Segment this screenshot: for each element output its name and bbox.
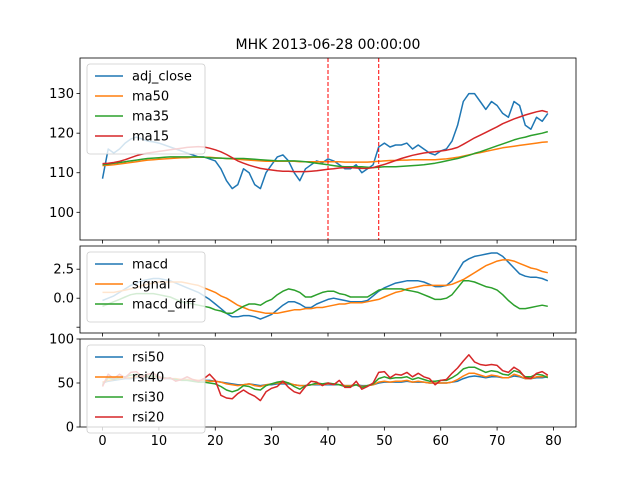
legend-label-rsi30: rsi30 bbox=[132, 391, 164, 406]
y-tick-label: 100 bbox=[49, 206, 74, 221]
legend-label-adj_close: adj_close bbox=[132, 70, 192, 85]
legend-label-rsi40: rsi40 bbox=[132, 371, 164, 386]
x-tick-label: 80 bbox=[545, 434, 562, 449]
legend-box bbox=[86, 63, 206, 155]
legend-label-rsi50: rsi50 bbox=[132, 351, 164, 366]
legend-label-macd_diff: macd_diff bbox=[132, 298, 196, 313]
x-tick-label: 0 bbox=[98, 434, 106, 449]
legend-box bbox=[86, 344, 206, 434]
y-tick-label: 0.0 bbox=[53, 292, 74, 307]
legend-label-rsi20: rsi20 bbox=[132, 411, 164, 426]
x-tick-label: 20 bbox=[207, 434, 224, 449]
y-tick-label: 110 bbox=[49, 166, 74, 181]
x-tick-label: 10 bbox=[151, 434, 168, 449]
x-tick-label: 60 bbox=[432, 434, 449, 449]
legend-label-ma35: ma35 bbox=[132, 110, 169, 125]
series-line-ma35 bbox=[102, 130, 549, 169]
y-tick-label: 130 bbox=[49, 87, 74, 102]
y-tick-label: 100 bbox=[49, 333, 74, 348]
y-tick-label: 0 bbox=[66, 421, 74, 436]
legend-label-signal: signal bbox=[132, 278, 170, 293]
y-tick-label: 120 bbox=[49, 127, 74, 142]
rsi-panel: 0 50 100 0 10 20 30 40 50 60 70 80 rsi50 rsi40 rsi30 rs… bbox=[49, 333, 577, 449]
price-panel: 100 110 120 130 adj_close ma50 ma35 ma15 bbox=[49, 57, 577, 244]
y-tick-label: 2.5 bbox=[53, 263, 74, 278]
x-tick-label: 70 bbox=[489, 434, 506, 449]
x-tick-label: 50 bbox=[376, 434, 393, 449]
y-tick-label: 50 bbox=[57, 377, 74, 392]
legend-label-ma15: ma15 bbox=[132, 130, 169, 145]
legend-label-ma50: ma50 bbox=[132, 90, 169, 105]
x-tick-label: 40 bbox=[320, 434, 337, 449]
macd-panel: 0.0 2.5 macd signal macd_diff bbox=[53, 245, 577, 337]
x-tick-label: 30 bbox=[263, 434, 280, 449]
chart-title: MHK 2013-06-28 00:00:00 bbox=[236, 37, 421, 53]
legend-label-macd: macd bbox=[132, 258, 168, 273]
